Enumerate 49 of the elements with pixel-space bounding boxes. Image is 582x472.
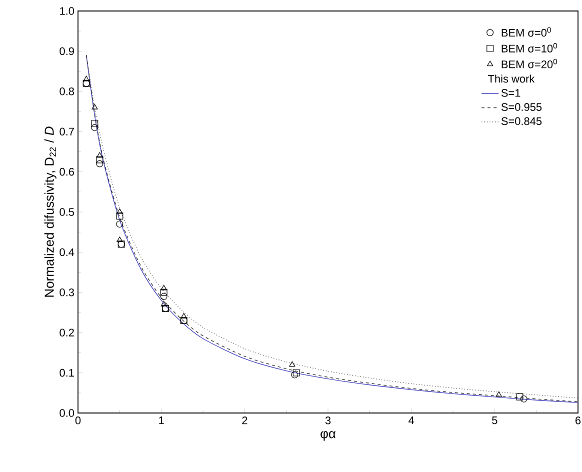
- legend-title: This work: [488, 74, 535, 83]
- x-tick-label: 2: [242, 416, 248, 424]
- point: [160, 284, 167, 290]
- x-tick-label: 4: [408, 416, 414, 424]
- y-tick-label: 0.2: [60, 328, 74, 336]
- point: [116, 236, 123, 242]
- x-tick-label: 5: [492, 416, 498, 424]
- x-tick-label: 3: [325, 416, 331, 424]
- x-tick-label: 6: [576, 416, 581, 424]
- y-tick-label: 0.7: [60, 128, 74, 136]
- legend-label: S=1: [501, 89, 520, 97]
- point: [289, 361, 296, 367]
- point: [96, 160, 104, 168]
- x-tick-label: 0: [75, 416, 81, 424]
- point: [496, 391, 502, 397]
- y-tick-label: 0.9: [60, 47, 74, 56]
- point: [116, 220, 124, 228]
- point: [91, 120, 98, 128]
- legend-label: S=0.955: [501, 103, 542, 111]
- point: [116, 208, 123, 214]
- y-tick-label: 0.5: [60, 208, 74, 216]
- x-axis-title: φα: [320, 431, 336, 441]
- y-tick-label: 0.3: [60, 288, 74, 296]
- y-tick-label: 0.1: [60, 368, 74, 377]
- point: [516, 393, 524, 400]
- y-tick-label: 0.4: [60, 248, 74, 256]
- point: [160, 288, 168, 296]
- legend-label: BEM σ=20$^{0}$: [502, 58, 558, 68]
- point: [160, 300, 167, 306]
- legend-label: BEM σ=0$^{0}$: [502, 27, 551, 37]
- y-tick-label: 0.8: [60, 88, 74, 96]
- x-tick-label: 1: [159, 416, 164, 424]
- point: [180, 313, 187, 318]
- point: [520, 395, 528, 402]
- point: [292, 369, 300, 376]
- y-tick-label: 1.0: [60, 7, 74, 15]
- point: [92, 104, 98, 110]
- point: [91, 124, 98, 132]
- point: [160, 292, 168, 300]
- point: [291, 371, 298, 378]
- point: [96, 152, 103, 158]
- point: [116, 212, 124, 220]
- point: [96, 156, 104, 164]
- y-axis-title: Normalized difussivity, D$_{22}$ / D: [44, 126, 56, 297]
- legend-label: BEM σ=10$^{0}$: [502, 43, 558, 52]
- y-tick-label: 0.0: [60, 409, 74, 417]
- point: [83, 76, 90, 82]
- y-tick-label: 0.6: [60, 168, 74, 176]
- legend-label: S=0.845: [501, 117, 542, 126]
